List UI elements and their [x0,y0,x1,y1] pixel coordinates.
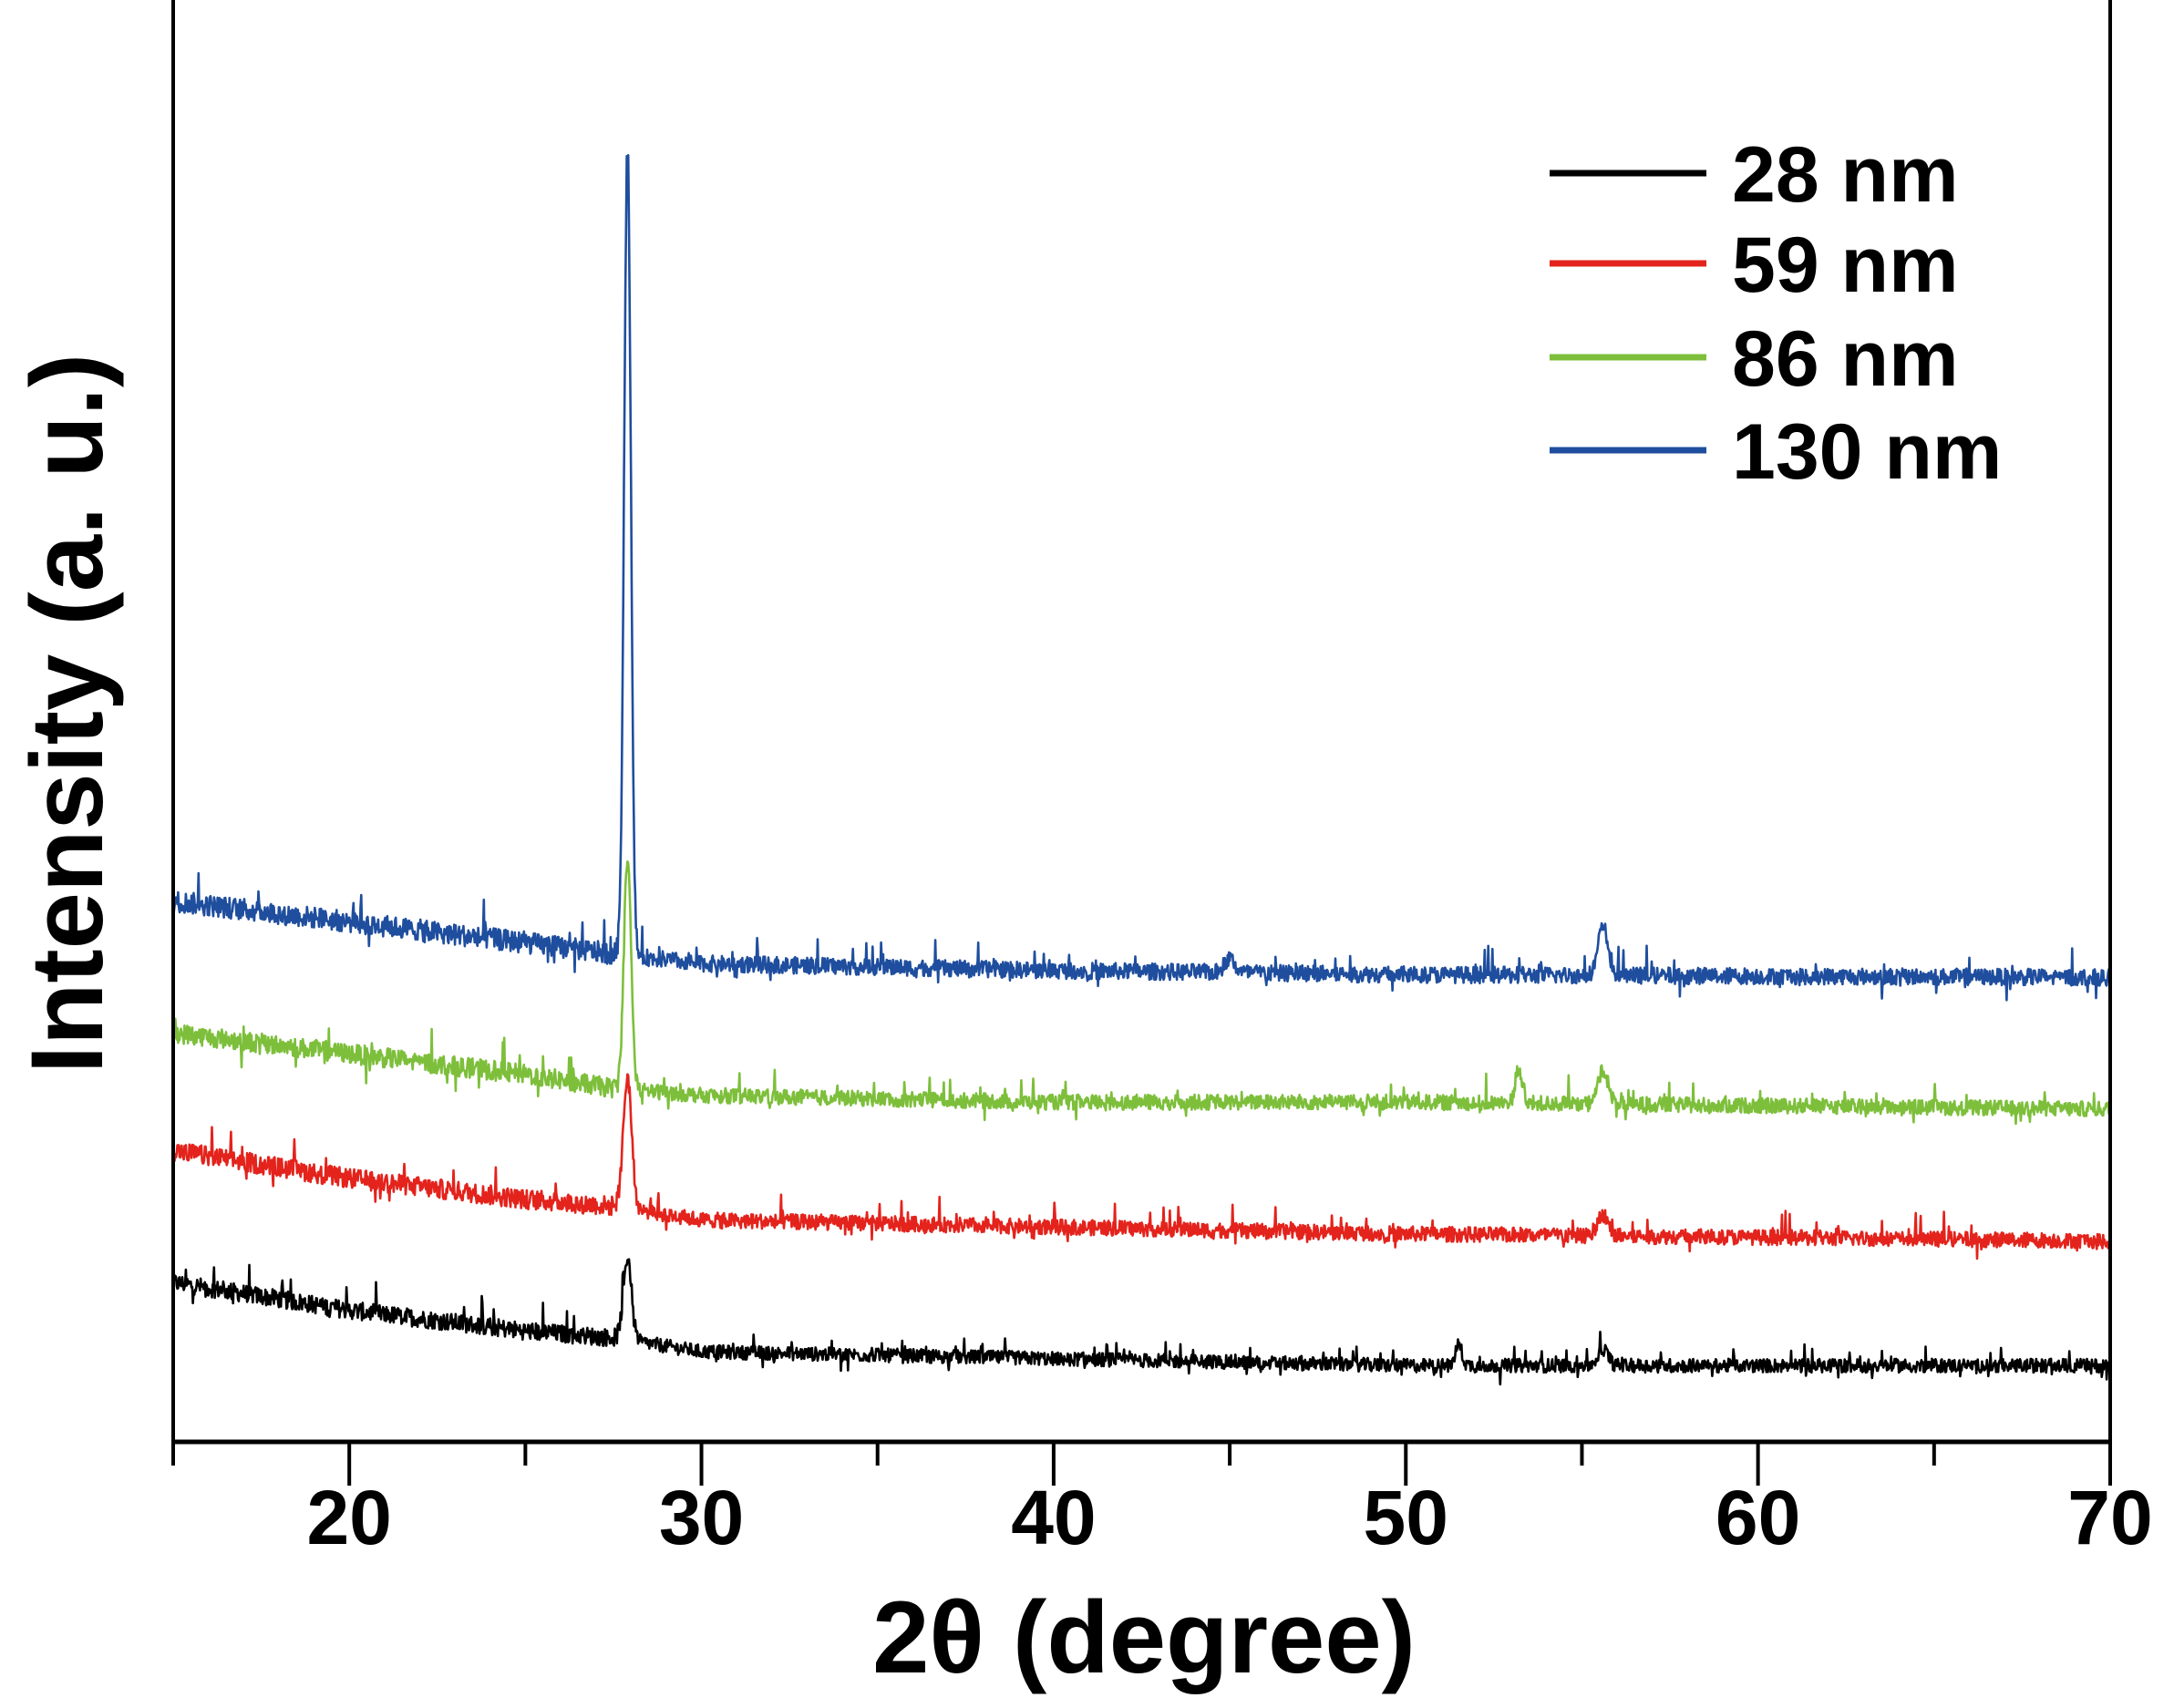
series-line-59-nm [171,1073,2112,1260]
x-tick-label: 20 [306,1475,391,1560]
y-axis-label: Intensity (a. u.) [10,354,124,1074]
legend-label: 86 nm [1732,315,1959,403]
x-tick-label: 70 [2067,1475,2152,1560]
series-line-130-nm [171,154,2112,1002]
x-ticks: 20 30 40 50 60 70 [171,1442,2153,1560]
plot-traces [171,154,2112,1386]
x-tick-label: 60 [1716,1475,1800,1560]
legend-label: 28 nm [1732,131,1959,219]
legend-label: 59 nm [1732,221,1959,309]
series-line-86-nm [171,859,2112,1126]
x-axis-label: 2θ (degree) [872,1580,1416,1694]
legend-label: 130 nm [1732,408,2002,496]
x-tick-label: 30 [659,1475,744,1560]
series-line-28-nm [171,1258,2112,1386]
x-tick-label: 40 [1011,1475,1096,1560]
x-tick-label: 50 [1364,1475,1448,1560]
